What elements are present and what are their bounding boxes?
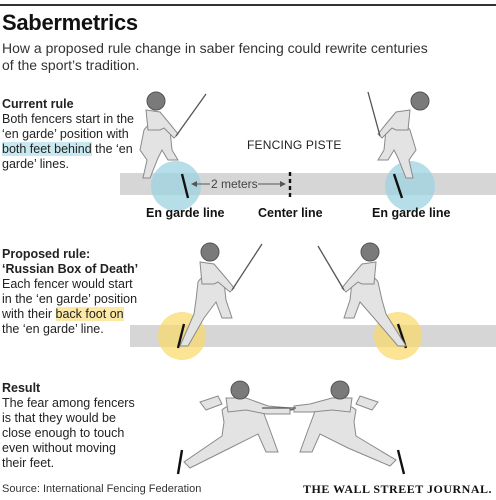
center-line-label: Center line bbox=[258, 206, 323, 220]
en-garde-line-left bbox=[180, 173, 190, 199]
proposed-rule-heading: Proposed rule: ‘Russian Box of Death’ bbox=[2, 247, 139, 276]
distance-arrowhead-right bbox=[280, 181, 286, 187]
current-panel bbox=[120, 91, 496, 211]
result-heading: Result bbox=[2, 381, 41, 395]
en-garde-label-left: En garde line bbox=[146, 206, 225, 220]
fencer-left-result bbox=[183, 380, 327, 469]
result-panel bbox=[176, 380, 406, 475]
proposed-line-left bbox=[176, 323, 186, 349]
top-rule bbox=[0, 4, 496, 6]
current-left-highlight-circle bbox=[151, 161, 201, 211]
source-note: Source: International Fencing Federation bbox=[2, 483, 202, 495]
proposed-panel bbox=[130, 242, 496, 360]
page-subtitle: How a proposed rule change in saber fenc… bbox=[2, 40, 428, 73]
current-rule-text: Current rule Both fencers start in the ‘… bbox=[2, 97, 137, 172]
result-text: Result The fear among fencers is that th… bbox=[2, 381, 142, 471]
piste-label: FENCING PISTE bbox=[247, 138, 342, 152]
en-garde-label-right: En garde line bbox=[372, 206, 451, 220]
page-title: Sabermetrics bbox=[2, 10, 138, 35]
current-right-highlight-circle bbox=[385, 161, 435, 211]
fencer-right-current bbox=[367, 91, 430, 179]
mask-icon bbox=[200, 242, 220, 262]
mask-icon bbox=[146, 91, 166, 111]
mask-icon bbox=[410, 91, 430, 111]
mask-icon bbox=[360, 242, 380, 262]
fencer-left-current bbox=[139, 91, 207, 179]
proposed-rule-body-1: Each fencer would start in the ‘en garde… bbox=[2, 277, 138, 321]
fencer-right-result bbox=[262, 380, 397, 467]
distance-arrowhead-left bbox=[191, 181, 197, 187]
result-line-left bbox=[176, 449, 184, 475]
proposed-rule-body-2: the ‘en garde’ line. bbox=[2, 322, 104, 336]
result-body: The fear among fencers is that they woul… bbox=[2, 396, 135, 470]
mask-icon bbox=[230, 380, 250, 400]
fencer-left-proposed bbox=[179, 242, 263, 347]
result-line-right bbox=[396, 449, 406, 475]
fencer-right-proposed bbox=[317, 242, 407, 347]
distance-label: 2 meters bbox=[211, 177, 258, 191]
current-rule-heading: Current rule bbox=[2, 97, 74, 111]
current-rule-body-2: the ‘en garde’ lines. bbox=[2, 142, 133, 171]
current-rule-highlight: both feet behind bbox=[2, 142, 92, 156]
publisher-logo: THE WALL STREET JOURNAL. bbox=[303, 482, 492, 496]
proposed-rule-text: Proposed rule: ‘Russian Box of Death’ Ea… bbox=[2, 247, 142, 337]
current-rule-body-1: Both fencers start in the ‘en garde’ pos… bbox=[2, 112, 135, 141]
mask-icon bbox=[330, 380, 350, 400]
en-garde-line-right bbox=[392, 173, 404, 199]
proposed-rule-highlight: back foot on bbox=[55, 307, 124, 321]
